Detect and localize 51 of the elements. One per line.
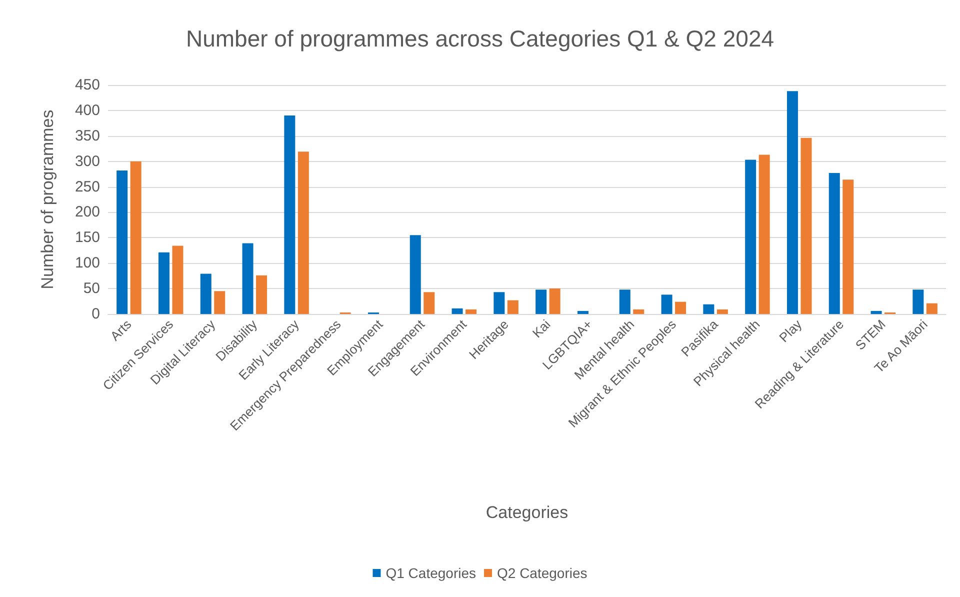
bar	[800, 138, 812, 314]
y-tick-label: 0	[92, 306, 100, 322]
bar	[507, 300, 518, 314]
bar	[745, 160, 756, 314]
y-tick-label: 400	[74, 102, 100, 119]
bar	[758, 154, 770, 314]
bar	[298, 152, 309, 314]
legend-label: Q2 Categories	[497, 565, 588, 581]
bar	[926, 303, 938, 314]
bar	[466, 309, 477, 314]
y-tick-label: 50	[83, 280, 100, 298]
bar	[256, 275, 268, 314]
y-tick-label: 100	[74, 254, 100, 272]
y-tick-label: 300	[74, 152, 100, 170]
bar	[214, 291, 226, 314]
y-tick-label: 450	[74, 76, 100, 94]
x-tick-label: Play	[776, 316, 806, 346]
x-tick-label: Arts	[107, 316, 135, 344]
bar	[242, 243, 254, 314]
bar	[172, 246, 184, 314]
bar	[703, 304, 714, 314]
bar	[536, 290, 547, 314]
bar	[494, 292, 505, 314]
x-axis-title: Categories	[486, 503, 568, 522]
bar	[577, 310, 588, 314]
legend-label: Q1 Categories	[386, 565, 476, 581]
bar	[410, 235, 421, 314]
bar	[549, 288, 560, 314]
bar	[130, 161, 142, 314]
bar	[786, 91, 798, 314]
bar	[452, 308, 463, 314]
chart-title: Number of programmes across Categories Q1 & Q2 2024	[186, 26, 774, 52]
bar	[828, 173, 840, 314]
bar	[716, 309, 728, 314]
bar	[424, 292, 435, 314]
bar	[633, 309, 644, 314]
bar	[116, 170, 128, 314]
bar	[842, 180, 854, 314]
y-tick-label: 250	[74, 178, 100, 196]
bar	[661, 294, 672, 314]
bar	[870, 310, 882, 314]
y-axis-title: Number of programmes	[38, 110, 57, 290]
bar	[619, 290, 630, 314]
bar	[675, 302, 686, 314]
bar	[200, 274, 212, 314]
y-tick-label: 150	[74, 229, 100, 246]
bar	[284, 116, 296, 314]
y-tick-label: 200	[74, 204, 100, 221]
bar	[912, 290, 924, 314]
bar	[158, 252, 170, 314]
y-tick-label: 350	[74, 127, 100, 144]
